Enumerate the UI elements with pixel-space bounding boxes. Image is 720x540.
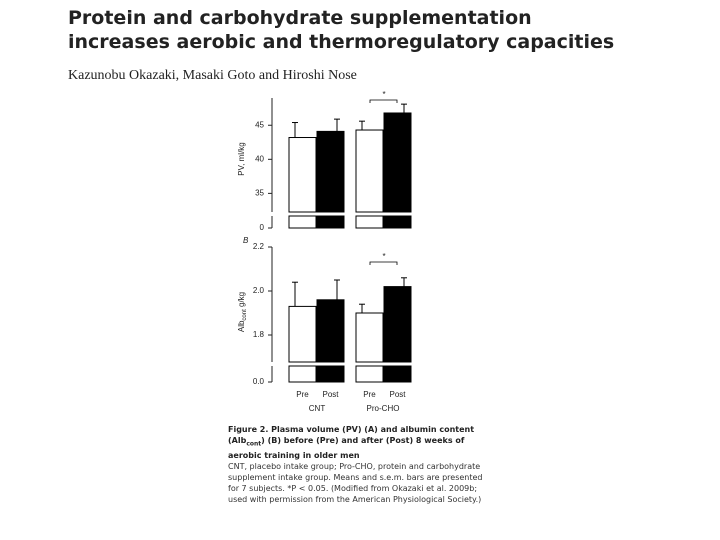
caption: Figure 2. Plasma volume (PV) (A) and alb… bbox=[228, 424, 488, 505]
bar bbox=[288, 137, 317, 213]
bar bbox=[316, 215, 345, 229]
authors: Kazunobu Okazaki, Masaki Goto and Hirosh… bbox=[68, 68, 357, 83]
bar bbox=[355, 312, 384, 363]
group-label: Pro-CHO bbox=[367, 404, 400, 413]
title: Protein and carbohydrate supplementation… bbox=[68, 7, 615, 53]
bar bbox=[355, 215, 384, 229]
x-tick-label: Post bbox=[322, 390, 339, 399]
group-label: CNT bbox=[309, 404, 326, 413]
caption-text: Figure 2. Plasma volume (PV) (A) and alb… bbox=[228, 425, 475, 445]
y-tick-label: 0.0 bbox=[253, 377, 265, 386]
y-tick-label: 2.0 bbox=[253, 286, 265, 295]
bar bbox=[355, 365, 384, 383]
axis-break bbox=[268, 212, 418, 216]
x-tick-label: Post bbox=[389, 390, 406, 399]
caption-title: Figure 2. Plasma volume (PV) (A) and alb… bbox=[228, 424, 488, 461]
bar bbox=[316, 299, 345, 363]
bar bbox=[316, 365, 345, 383]
bar bbox=[383, 286, 412, 363]
y-tick-label: 45 bbox=[255, 120, 264, 129]
y-tick-label: 1.8 bbox=[253, 330, 265, 339]
significance-marker: * bbox=[382, 90, 385, 99]
y-label-part: g/kg bbox=[237, 292, 246, 309]
caption-text: ) (B) before (Pre) and after (Post) 8 we… bbox=[228, 436, 465, 460]
bar bbox=[383, 112, 412, 213]
significance-bracket bbox=[369, 99, 398, 103]
bar bbox=[316, 130, 345, 213]
x-tick-label: Pre bbox=[363, 390, 376, 399]
y-tick-label: 0 bbox=[260, 223, 265, 232]
panel-label: B bbox=[243, 236, 249, 245]
bar bbox=[288, 215, 317, 229]
caption-subscript: cont bbox=[246, 440, 262, 448]
y-axis-label: PV, ml/kg bbox=[237, 142, 246, 176]
y-tick-label: 35 bbox=[255, 188, 264, 197]
bar bbox=[288, 305, 317, 363]
bar bbox=[355, 129, 384, 213]
y-axis-label: Albcont g/kg bbox=[237, 292, 247, 332]
y-tick-label: 40 bbox=[255, 154, 264, 163]
significance-bracket bbox=[369, 261, 398, 265]
y-label-part: cont bbox=[242, 309, 248, 321]
significance-marker: * bbox=[382, 252, 385, 261]
y-tick-label: 2.2 bbox=[253, 242, 265, 251]
bar bbox=[288, 365, 317, 383]
axis-break bbox=[268, 362, 418, 366]
x-tick-label: Pre bbox=[296, 390, 309, 399]
y-label-part: Alb bbox=[237, 320, 246, 332]
bar bbox=[383, 365, 412, 383]
caption-body: CNT, placebo intake group; Pro-CHO, prot… bbox=[228, 461, 483, 504]
bar bbox=[383, 215, 412, 229]
